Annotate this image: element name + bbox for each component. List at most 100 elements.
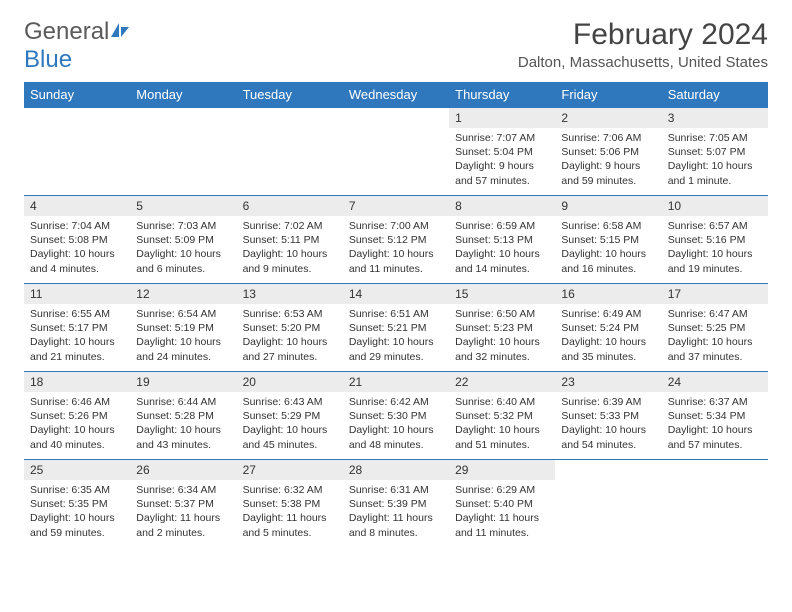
info-line: Sunrise: 6:58 AM	[561, 219, 655, 233]
calendar-body: 1Sunrise: 7:07 AMSunset: 5:04 PMDaylight…	[24, 108, 768, 548]
info-line: Sunrise: 6:40 AM	[455, 395, 549, 409]
info-line: and 32 minutes.	[455, 350, 549, 364]
info-line: Daylight: 10 hours	[30, 247, 124, 261]
day-info: Sunrise: 6:37 AMSunset: 5:34 PMDaylight:…	[662, 392, 768, 456]
header: General Blue February 2024 Dalton, Massa…	[24, 18, 768, 74]
logo-prefix: General	[24, 18, 109, 45]
info-line: and 21 minutes.	[30, 350, 124, 364]
calendar-week-row: 4Sunrise: 7:04 AMSunset: 5:08 PMDaylight…	[24, 196, 768, 284]
day-number: 25	[24, 460, 130, 480]
info-line: Sunset: 5:28 PM	[136, 409, 230, 423]
info-line: Daylight: 11 hours	[455, 511, 549, 525]
info-line: Sunrise: 7:02 AM	[243, 219, 337, 233]
info-line: Sunrise: 6:44 AM	[136, 395, 230, 409]
info-line: and 57 minutes.	[668, 438, 762, 452]
info-line: Sunrise: 6:53 AM	[243, 307, 337, 321]
info-line: Sunset: 5:33 PM	[561, 409, 655, 423]
info-line: and 2 minutes.	[136, 526, 230, 540]
day-info: Sunrise: 6:54 AMSunset: 5:19 PMDaylight:…	[130, 304, 236, 368]
day-number: 3	[662, 108, 768, 128]
info-line: Sunset: 5:04 PM	[455, 145, 549, 159]
info-line: Sunset: 5:37 PM	[136, 497, 230, 511]
calendar-cell: 25Sunrise: 6:35 AMSunset: 5:35 PMDayligh…	[24, 460, 130, 548]
info-line: Sunset: 5:17 PM	[30, 321, 124, 335]
info-line: Sunrise: 6:57 AM	[668, 219, 762, 233]
calendar-cell: 9Sunrise: 6:58 AMSunset: 5:15 PMDaylight…	[555, 196, 661, 284]
calendar-cell: 24Sunrise: 6:37 AMSunset: 5:34 PMDayligh…	[662, 372, 768, 460]
info-line: Sunset: 5:16 PM	[668, 233, 762, 247]
logo-text: General Blue	[24, 18, 131, 74]
info-line: and 6 minutes.	[136, 262, 230, 276]
info-line: Sunrise: 7:00 AM	[349, 219, 443, 233]
calendar-cell	[662, 460, 768, 548]
day-info: Sunrise: 6:31 AMSunset: 5:39 PMDaylight:…	[343, 480, 449, 544]
day-info: Sunrise: 7:02 AMSunset: 5:11 PMDaylight:…	[237, 216, 343, 280]
info-line: Sunrise: 6:54 AM	[136, 307, 230, 321]
calendar-cell: 12Sunrise: 6:54 AMSunset: 5:19 PMDayligh…	[130, 284, 236, 372]
info-line: Daylight: 10 hours	[668, 335, 762, 349]
info-line: Daylight: 11 hours	[243, 511, 337, 525]
info-line: Sunset: 5:40 PM	[455, 497, 549, 511]
calendar-week-row: 25Sunrise: 6:35 AMSunset: 5:35 PMDayligh…	[24, 460, 768, 548]
day-info: Sunrise: 6:40 AMSunset: 5:32 PMDaylight:…	[449, 392, 555, 456]
day-number: 14	[343, 284, 449, 304]
info-line: Sunset: 5:11 PM	[243, 233, 337, 247]
info-line: and 40 minutes.	[30, 438, 124, 452]
info-line: Daylight: 10 hours	[30, 423, 124, 437]
day-number: 17	[662, 284, 768, 304]
calendar-cell: 11Sunrise: 6:55 AMSunset: 5:17 PMDayligh…	[24, 284, 130, 372]
info-line: and 24 minutes.	[136, 350, 230, 364]
day-info: Sunrise: 6:44 AMSunset: 5:28 PMDaylight:…	[130, 392, 236, 456]
info-line: Sunrise: 6:31 AM	[349, 483, 443, 497]
calendar-week-row: 11Sunrise: 6:55 AMSunset: 5:17 PMDayligh…	[24, 284, 768, 372]
info-line: Sunset: 5:13 PM	[455, 233, 549, 247]
info-line: Daylight: 10 hours	[455, 335, 549, 349]
info-line: Sunset: 5:09 PM	[136, 233, 230, 247]
info-line: Sunset: 5:08 PM	[30, 233, 124, 247]
day-number: 5	[130, 196, 236, 216]
info-line: Sunset: 5:12 PM	[349, 233, 443, 247]
info-line: Sunset: 5:38 PM	[243, 497, 337, 511]
day-info: Sunrise: 7:06 AMSunset: 5:06 PMDaylight:…	[555, 128, 661, 192]
info-line: Sunrise: 7:06 AM	[561, 131, 655, 145]
day-number: 18	[24, 372, 130, 392]
weekday-header: Friday	[555, 82, 661, 108]
day-number: 19	[130, 372, 236, 392]
calendar-cell: 5Sunrise: 7:03 AMSunset: 5:09 PMDaylight…	[130, 196, 236, 284]
info-line: Daylight: 10 hours	[349, 247, 443, 261]
location-text: Dalton, Massachusetts, United States	[518, 54, 768, 71]
calendar-cell: 23Sunrise: 6:39 AMSunset: 5:33 PMDayligh…	[555, 372, 661, 460]
day-number: 2	[555, 108, 661, 128]
info-line: Daylight: 10 hours	[136, 423, 230, 437]
weekday-header-row: SundayMondayTuesdayWednesdayThursdayFrid…	[24, 82, 768, 108]
info-line: Daylight: 10 hours	[561, 247, 655, 261]
info-line: Daylight: 10 hours	[136, 247, 230, 261]
info-line: Sunset: 5:24 PM	[561, 321, 655, 335]
info-line: Sunset: 5:15 PM	[561, 233, 655, 247]
day-number: 12	[130, 284, 236, 304]
day-info: Sunrise: 6:32 AMSunset: 5:38 PMDaylight:…	[237, 480, 343, 544]
day-info: Sunrise: 7:03 AMSunset: 5:09 PMDaylight:…	[130, 216, 236, 280]
info-line: Daylight: 10 hours	[455, 423, 549, 437]
info-line: and 16 minutes.	[561, 262, 655, 276]
day-info: Sunrise: 6:59 AMSunset: 5:13 PMDaylight:…	[449, 216, 555, 280]
calendar-cell	[130, 108, 236, 196]
info-line: Daylight: 10 hours	[349, 335, 443, 349]
info-line: Sunset: 5:25 PM	[668, 321, 762, 335]
day-number: 6	[237, 196, 343, 216]
day-info: Sunrise: 7:00 AMSunset: 5:12 PMDaylight:…	[343, 216, 449, 280]
day-info: Sunrise: 7:04 AMSunset: 5:08 PMDaylight:…	[24, 216, 130, 280]
calendar-cell: 6Sunrise: 7:02 AMSunset: 5:11 PMDaylight…	[237, 196, 343, 284]
info-line: Sunrise: 6:50 AM	[455, 307, 549, 321]
info-line: Daylight: 9 hours	[561, 159, 655, 173]
info-line: and 37 minutes.	[668, 350, 762, 364]
info-line: and 14 minutes.	[455, 262, 549, 276]
day-info: Sunrise: 6:42 AMSunset: 5:30 PMDaylight:…	[343, 392, 449, 456]
info-line: Sunrise: 6:47 AM	[668, 307, 762, 321]
calendar-cell: 8Sunrise: 6:59 AMSunset: 5:13 PMDaylight…	[449, 196, 555, 284]
calendar-cell	[24, 108, 130, 196]
page-title: February 2024	[518, 18, 768, 52]
info-line: Sunrise: 6:59 AM	[455, 219, 549, 233]
calendar-cell: 22Sunrise: 6:40 AMSunset: 5:32 PMDayligh…	[449, 372, 555, 460]
info-line: and 9 minutes.	[243, 262, 337, 276]
